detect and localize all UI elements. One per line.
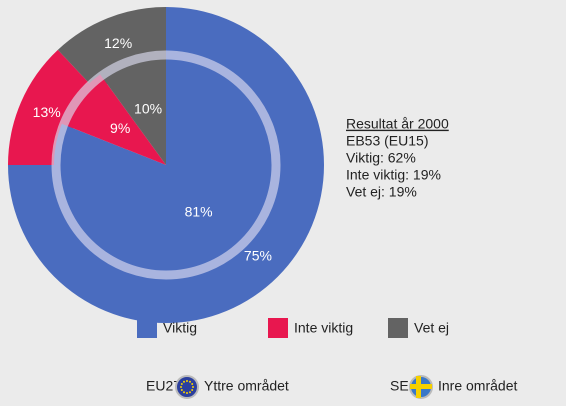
ring-icon bbox=[175, 375, 199, 399]
ring-label: Yttre området bbox=[204, 378, 289, 394]
legend-swatch bbox=[268, 318, 288, 338]
value-label: 12% bbox=[104, 35, 132, 51]
legend-label: Vet ej bbox=[414, 320, 449, 336]
value-label: 81% bbox=[185, 204, 213, 220]
flag-star bbox=[186, 392, 188, 394]
legend-swatch bbox=[137, 318, 157, 338]
note-title: Resultat år 2000 bbox=[346, 116, 449, 132]
flag-star bbox=[180, 389, 183, 391]
value-label: 10% bbox=[134, 101, 162, 117]
flag-star bbox=[191, 383, 194, 385]
pie-slice bbox=[57, 6, 167, 93]
note-line: Viktig: 62% bbox=[346, 150, 416, 166]
flag-star bbox=[180, 386, 182, 388]
flag-star bbox=[189, 391, 191, 394]
note-line: Vet ej: 19% bbox=[346, 184, 417, 200]
ring-name: EU27 bbox=[146, 378, 181, 394]
legend-swatch bbox=[388, 318, 408, 338]
flag-star bbox=[191, 389, 194, 391]
note-line: Inte viktig: 19% bbox=[346, 167, 441, 183]
ring-name: SE bbox=[390, 378, 409, 394]
legend-label: Viktig bbox=[163, 320, 197, 336]
pie-slice bbox=[8, 49, 98, 166]
value-label: 75% bbox=[244, 248, 272, 264]
flag-cross bbox=[416, 376, 421, 398]
flag-star bbox=[180, 383, 183, 385]
legend-label: Inte viktig bbox=[294, 320, 353, 336]
flag-star bbox=[183, 380, 185, 383]
flag-star bbox=[189, 380, 191, 383]
ring-highlight bbox=[51, 50, 281, 280]
pie-slice bbox=[54, 53, 278, 278]
ring-label: Inre området bbox=[438, 378, 517, 394]
flag-star bbox=[186, 380, 188, 382]
value-label: 9% bbox=[110, 120, 130, 136]
value-label: 13% bbox=[33, 104, 61, 120]
note-line: EB53 (EU15) bbox=[346, 133, 428, 149]
pie-slice bbox=[61, 74, 166, 165]
pie-slice bbox=[100, 53, 166, 165]
flag-star bbox=[183, 391, 185, 394]
flag-star bbox=[192, 386, 194, 388]
